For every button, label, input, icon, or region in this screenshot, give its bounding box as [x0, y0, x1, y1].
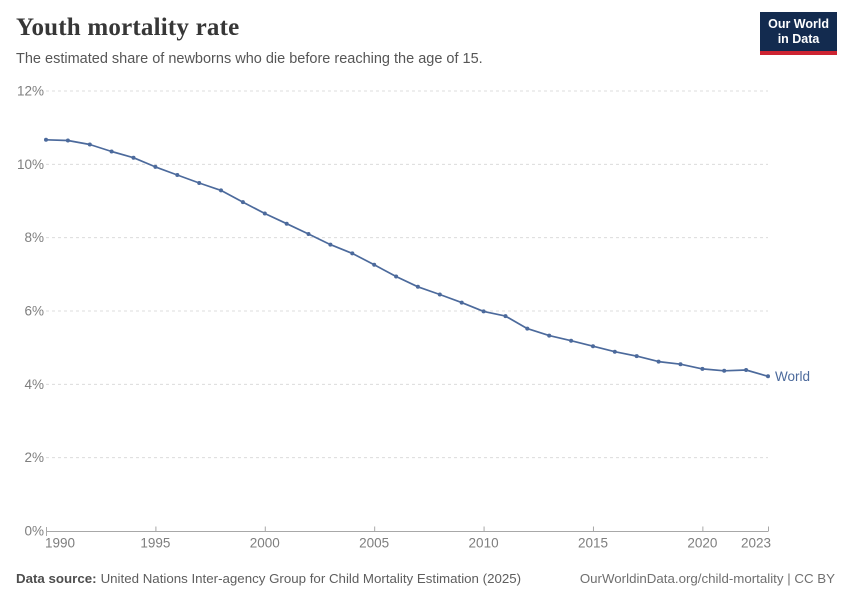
data-source-text: United Nations Inter-agency Group for Ch… — [100, 571, 522, 586]
x-tick-label: 2023 — [741, 536, 771, 551]
x-tick-label: 2020 — [687, 536, 717, 551]
x-tick-label: 2015 — [578, 536, 608, 551]
data-point[interactable] — [415, 284, 420, 289]
x-tick-label: 1995 — [140, 536, 170, 551]
data-point[interactable] — [262, 211, 267, 216]
data-source-note: Data source: United Nations Inter-agency … — [16, 571, 521, 586]
chart-footer: Data source: United Nations Inter-agency … — [16, 571, 835, 586]
chart-subtitle: The estimated share of newborns who die … — [16, 51, 483, 67]
data-point[interactable] — [569, 338, 574, 343]
data-point[interactable] — [459, 300, 464, 305]
data-point[interactable] — [481, 309, 486, 314]
data-point[interactable] — [678, 362, 683, 367]
data-point[interactable] — [284, 221, 289, 226]
data-point[interactable] — [700, 366, 705, 371]
data-point[interactable] — [744, 368, 749, 372]
data-point[interactable] — [350, 251, 355, 256]
y-tick-label: 10% — [17, 157, 44, 172]
data-point[interactable] — [240, 200, 245, 205]
data-point[interactable] — [766, 374, 770, 379]
y-tick-label: 6% — [24, 304, 44, 319]
data-point[interactable] — [153, 164, 158, 169]
x-tick-label: 2005 — [359, 536, 389, 551]
data-point[interactable] — [87, 142, 92, 147]
data-point[interactable] — [44, 137, 48, 142]
data-point[interactable] — [656, 359, 661, 364]
data-point[interactable] — [394, 274, 399, 279]
data-point[interactable] — [437, 292, 442, 297]
y-tick-label: 0% — [24, 524, 44, 539]
y-tick-label: 2% — [24, 450, 44, 465]
data-point[interactable] — [503, 314, 508, 319]
data-point[interactable] — [591, 344, 595, 349]
x-tick-label: 1990 — [45, 536, 75, 551]
data-point[interactable] — [65, 138, 70, 143]
data-point[interactable] — [372, 262, 377, 267]
y-tick-label: 4% — [24, 377, 44, 392]
data-point[interactable] — [219, 188, 223, 193]
data-point[interactable] — [109, 149, 114, 154]
owid-logo-line1: Our World — [768, 17, 829, 31]
data-point[interactable] — [306, 232, 311, 236]
data-point[interactable] — [634, 354, 639, 359]
owid-logo-line2: in Data — [777, 32, 820, 46]
y-tick-label: 8% — [24, 230, 44, 245]
y-tick-label: 12% — [17, 84, 44, 99]
data-point[interactable] — [175, 173, 180, 177]
data-point[interactable] — [612, 349, 617, 354]
data-point[interactable] — [525, 326, 530, 331]
data-source-label: Data source: — [16, 571, 97, 586]
page-title: Youth mortality rate — [16, 14, 240, 41]
x-tick-label: 2000 — [250, 536, 280, 551]
data-point[interactable] — [722, 368, 727, 373]
chart-header: Youth mortality rate The estimated share… — [16, 13, 750, 69]
owid-logo[interactable]: Our World in Data — [760, 12, 837, 55]
series-end-label: World — [775, 369, 810, 384]
attribution-link[interactable]: OurWorldinData.org/child-mortality | CC … — [579, 571, 835, 586]
data-point[interactable] — [328, 242, 333, 247]
x-tick-label: 2010 — [469, 536, 499, 551]
data-point[interactable] — [197, 181, 202, 185]
data-point[interactable] — [131, 155, 136, 160]
trend-line[interactable] — [45, 138, 769, 378]
data-point[interactable] — [547, 333, 552, 338]
